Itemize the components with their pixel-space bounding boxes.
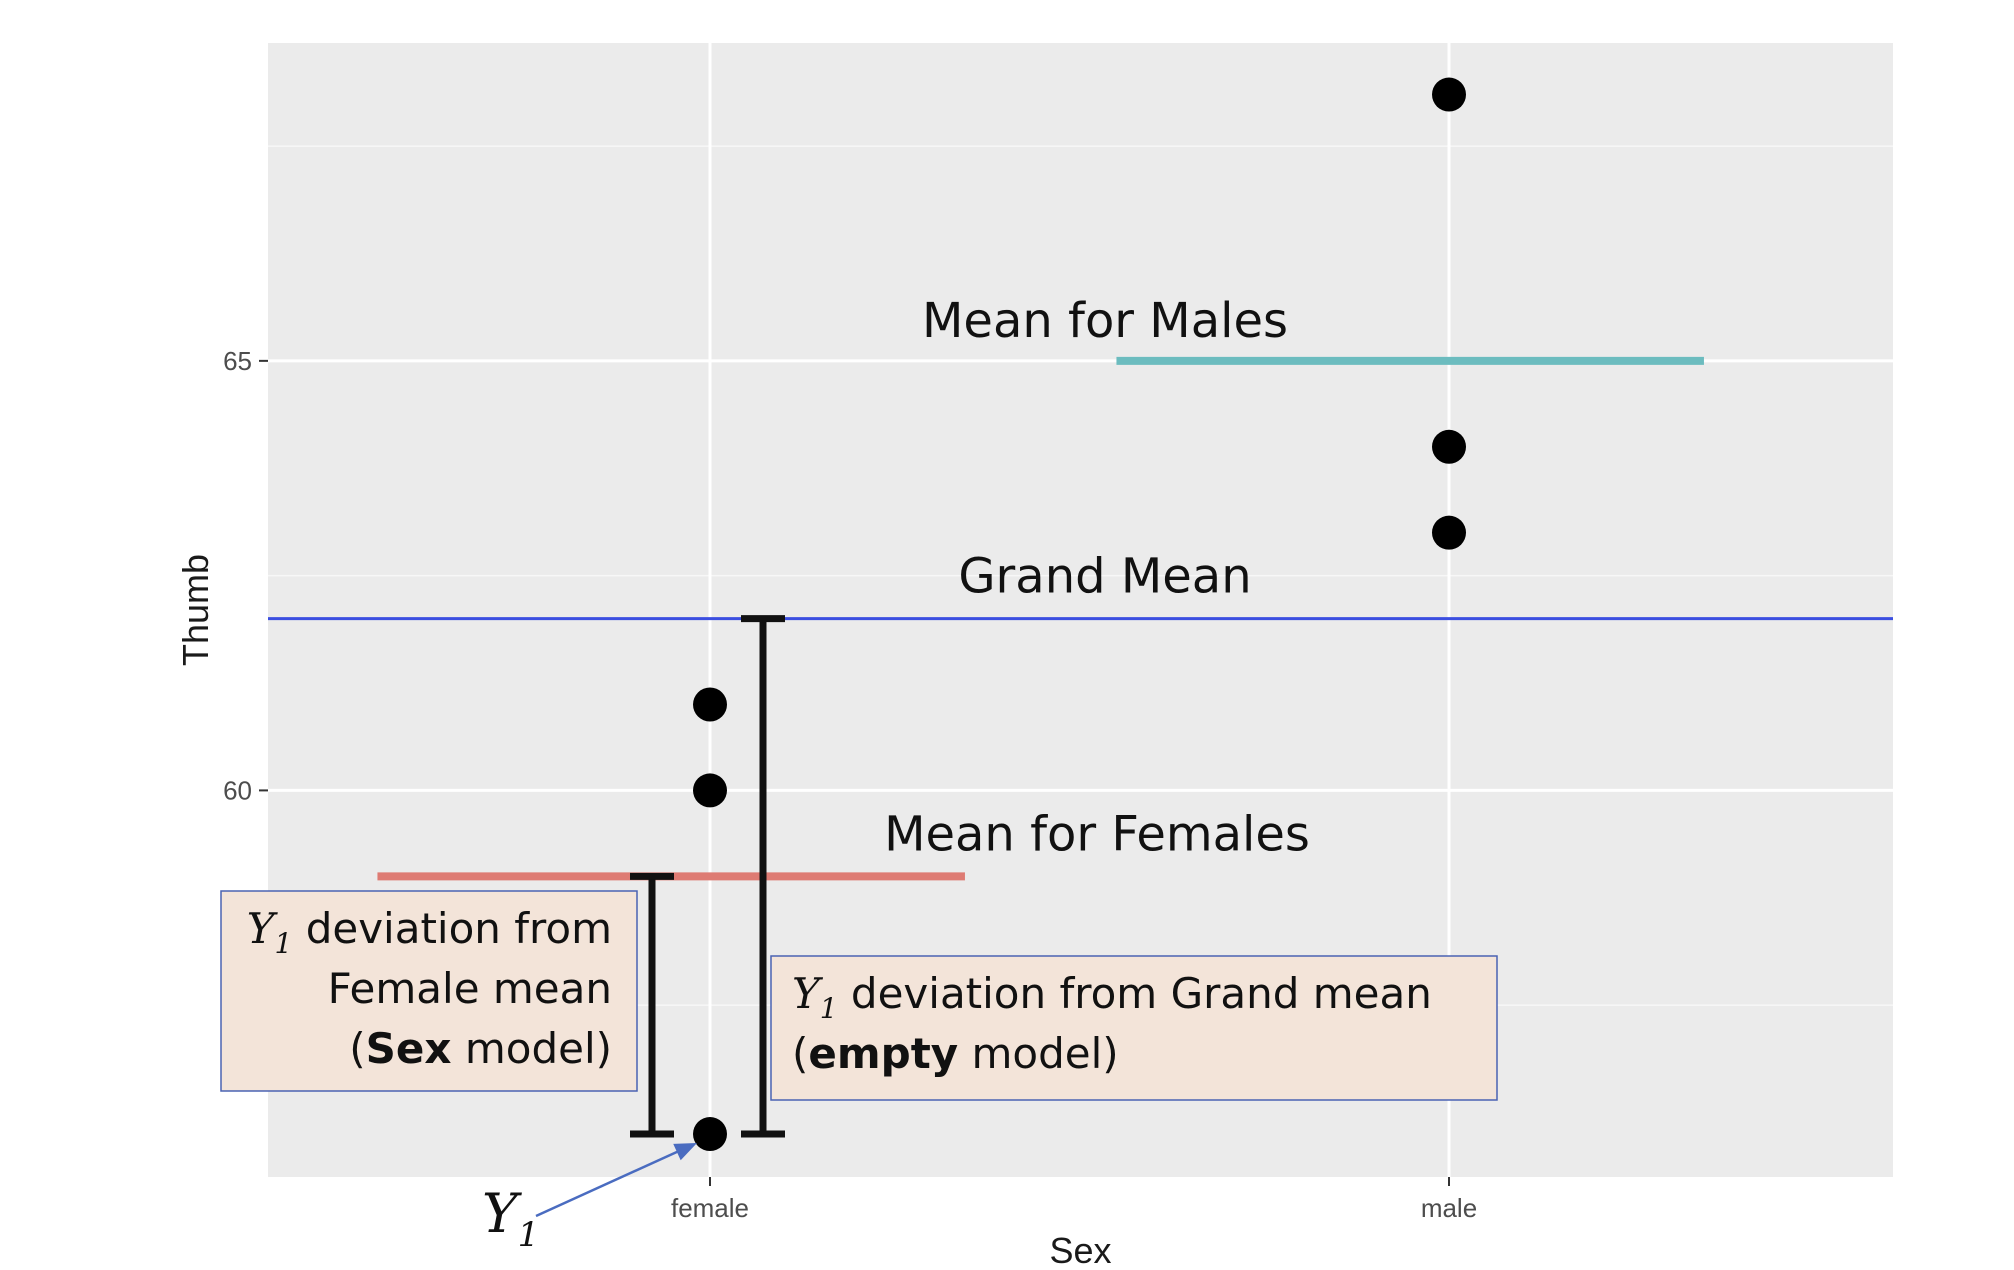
y-tick-label: 65 <box>223 346 252 376</box>
grand-box-paren-open: ( <box>792 1029 808 1078</box>
grand-box-line1: Y1 deviation from Grand mean <box>792 969 1432 1025</box>
data-point <box>693 687 727 722</box>
x-tick-label: female <box>671 1193 749 1223</box>
female-box-rect <box>220 890 638 1092</box>
grand-deviation-box: Y1 deviation from Grand mean (empty mode… <box>770 955 1498 1101</box>
y1-arrowhead <box>673 1143 697 1161</box>
y1-symbol: Y <box>482 1182 522 1245</box>
y1-symbol: Y <box>247 904 279 953</box>
female-box-paren-close: model) <box>451 1024 612 1073</box>
data-point <box>693 773 727 808</box>
data-point <box>1432 515 1466 550</box>
deviation-bars <box>630 615 785 1138</box>
female-box-line1-text: deviation from <box>292 904 612 953</box>
female-deviation-bar <box>630 872 674 1138</box>
grand-deviation-bar <box>741 615 785 1138</box>
female-box-bold: Sex <box>366 1024 452 1073</box>
y-axis-title: Thumb <box>175 554 216 666</box>
male-mean-label: Mean for Males <box>922 293 1288 349</box>
grand-mean-label: Grand Mean <box>958 549 1251 605</box>
female-box-line1: Y1 deviation from <box>247 904 612 960</box>
female-box-line3: (Sex model) <box>349 1024 612 1073</box>
grand-box-line1-text: deviation from Grand mean <box>838 969 1432 1018</box>
x-axis-title: Sex <box>1049 1230 1111 1270</box>
grand-box-line2: (empty model) <box>792 1029 1119 1078</box>
y1-pointer: Y1 <box>482 1143 697 1255</box>
female-box-paren-open: ( <box>349 1024 365 1073</box>
y-tick-label: 60 <box>223 775 252 805</box>
grand-box-paren-close: model) <box>958 1029 1119 1078</box>
y1-arrow <box>535 1144 691 1218</box>
y1-subscript: 1 <box>275 927 293 960</box>
data-point <box>1432 77 1466 112</box>
female-deviation-box: Y1 deviation from Female mean (Sex model… <box>220 890 638 1092</box>
data-point <box>693 1117 727 1152</box>
y1-symbol: Y <box>792 969 824 1018</box>
grand-box-bold: empty <box>808 1029 958 1078</box>
y1-subscript: 1 <box>518 1215 540 1255</box>
y1-subscript: 1 <box>820 992 838 1025</box>
axes: 60 65 female male <box>223 346 1477 1223</box>
grand-box-rect <box>770 955 1498 1101</box>
female-mean-label: Mean for Females <box>884 806 1310 862</box>
female-box-line2: Female mean <box>328 964 612 1013</box>
y1-pointer-label: Y1 <box>482 1182 539 1255</box>
data-point <box>1432 429 1466 464</box>
x-tick-label: male <box>1421 1193 1477 1223</box>
data-points <box>693 77 1466 1152</box>
